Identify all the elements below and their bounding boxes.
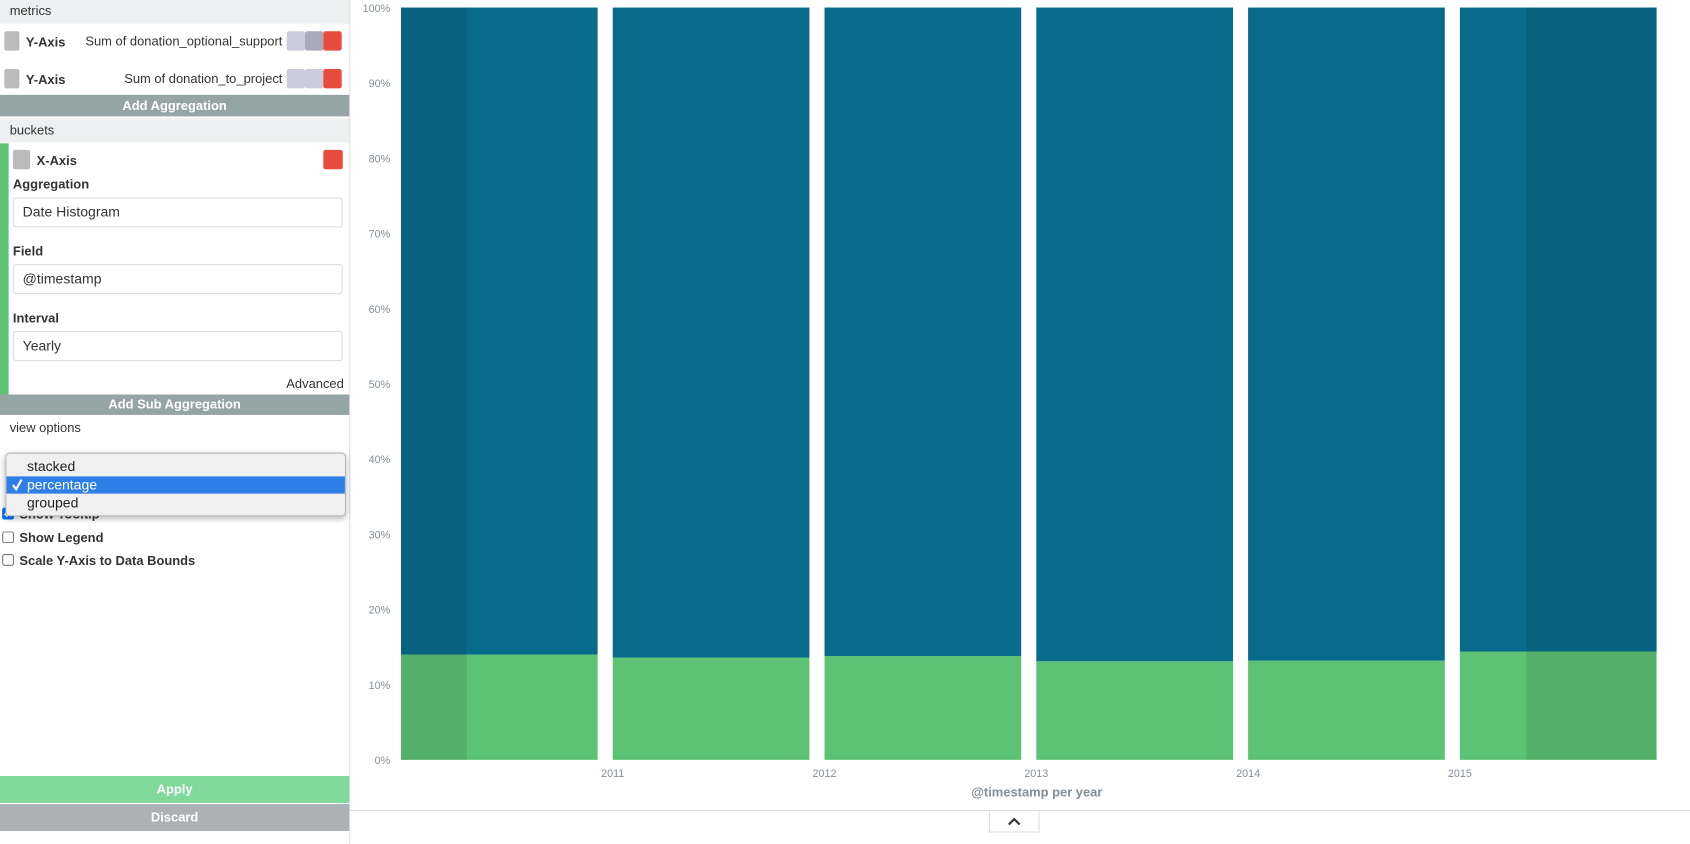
field-label: Field: [12, 243, 44, 259]
bar-segment: [1036, 7, 1234, 662]
select[interactable]: Date Histogram: [12, 197, 343, 228]
buckets-header: buckets: [0, 118, 350, 143]
y-tick-label: 80%: [369, 153, 391, 165]
chart: @timestamp per year 0% 10% 20% 30% 40% 50% 60%…: [350, 3, 1690, 833]
apply-button[interactable]: Apply: [0, 776, 350, 803]
checkbox-label: Scale Y-Axis to Data Bounds: [19, 552, 196, 569]
axis-label: X-Axis: [36, 153, 77, 169]
remove-button[interactable]: [323, 149, 343, 170]
check: [12, 479, 23, 492]
remove-button[interactable]: [323, 31, 342, 51]
bar-segment: [1459, 7, 1657, 652]
y-tick-label: 10%: [369, 680, 391, 692]
metric-label: Sum of donation_optional_support: [85, 33, 283, 49]
add-sub-aggregation[interactable]: Add Sub Aggregation: [0, 394, 350, 415]
y-tick-label: 20%: [369, 605, 391, 617]
field-label: Interval: [12, 310, 59, 326]
x-tick-label: 2013: [1024, 768, 1048, 780]
y-tick-label: 40%: [369, 454, 391, 466]
sidebar: metrics Y-Axis Sum of donation_optional_…: [0, 0, 351, 844]
dropdown-option[interactable]: grouped: [6, 495, 344, 512]
checkbox-label: Show Legend: [19, 529, 104, 545]
up-button[interactable]: [286, 68, 306, 89]
down-button[interactable]: [305, 31, 324, 51]
option-text: percentage: [26, 476, 98, 493]
dropdown-option[interactable]: stacked: [6, 458, 344, 475]
x-axis-title: @timestamp per year: [971, 784, 1102, 799]
bar-segment: [824, 7, 1022, 657]
field-label: Aggregation: [12, 176, 90, 192]
bar-segment: [824, 656, 1022, 760]
y-tick-label: 50%: [369, 379, 391, 391]
checkbox[interactable]: [2, 530, 15, 543]
bar-segment: [1248, 7, 1445, 661]
range-shade: [400, 7, 467, 760]
option-text: grouped: [26, 494, 79, 511]
x-tick-label: 2015: [1448, 768, 1472, 780]
bar-segment: [400, 654, 598, 760]
select[interactable]: Yearly: [12, 330, 343, 362]
x-tick-label: 2012: [813, 768, 837, 780]
y-tick-label: 90%: [369, 78, 391, 90]
bar-segment: [1036, 661, 1234, 760]
toggle[interactable]: [12, 149, 31, 170]
metric-row: Y-Axis Sum of donation_optional_support: [0, 25, 350, 57]
header-text: buckets: [9, 122, 55, 138]
toggle[interactable]: [4, 31, 20, 51]
collapse-tab[interactable]: [988, 809, 1040, 833]
x-tick-label: 2014: [1236, 768, 1260, 780]
advanced-link[interactable]: Advanced: [286, 376, 344, 392]
view-options[interactable]: view options: [9, 420, 81, 436]
metric-label: Sum of donation_to_project: [124, 71, 283, 87]
header-text: metrics: [9, 3, 52, 19]
chevron: [1008, 817, 1021, 826]
toggle[interactable]: [4, 68, 20, 89]
option-text: stacked: [26, 458, 76, 475]
remove-button[interactable]: [323, 68, 342, 89]
y-tick-label: 0%: [375, 755, 391, 767]
up-button[interactable]: [286, 31, 306, 51]
axis-label: Y-Axis: [25, 72, 66, 88]
metric-row: Y-Axis Sum of donation_to_project: [0, 63, 350, 94]
checkmark: [12, 479, 23, 492]
plot: 0% 10% 20% 30% 40% 50% 60% 70% 80% 90% 100% 2011 201…: [363, 3, 1657, 780]
bar-segment: [612, 7, 810, 658]
mode-dropdown[interactable]: stacked percentage grouped: [5, 452, 346, 517]
y-tick-label: 60%: [369, 304, 391, 316]
x-tick-label: 2011: [601, 768, 624, 780]
bar-segment: [1459, 651, 1657, 760]
checkbox[interactable]: [2, 553, 15, 566]
axis-label: Y-Axis: [25, 34, 66, 50]
bar-segment: [612, 657, 810, 760]
dropdown-option[interactable]: percentage: [6, 476, 345, 494]
add-aggregation[interactable]: Add Aggregation: [0, 94, 350, 117]
y-tick-label: 70%: [369, 229, 391, 241]
down-button[interactable]: [305, 68, 324, 89]
select[interactable]: @timestamp: [12, 264, 343, 295]
bar-segment: [400, 7, 598, 655]
discard-button[interactable]: Discard: [0, 804, 350, 831]
bar-segment: [1248, 660, 1445, 760]
range-shade: [1526, 7, 1657, 760]
metrics-header: metrics: [0, 0, 350, 24]
y-tick-label: 30%: [369, 529, 391, 541]
y-tick-label: 100%: [363, 3, 391, 15]
